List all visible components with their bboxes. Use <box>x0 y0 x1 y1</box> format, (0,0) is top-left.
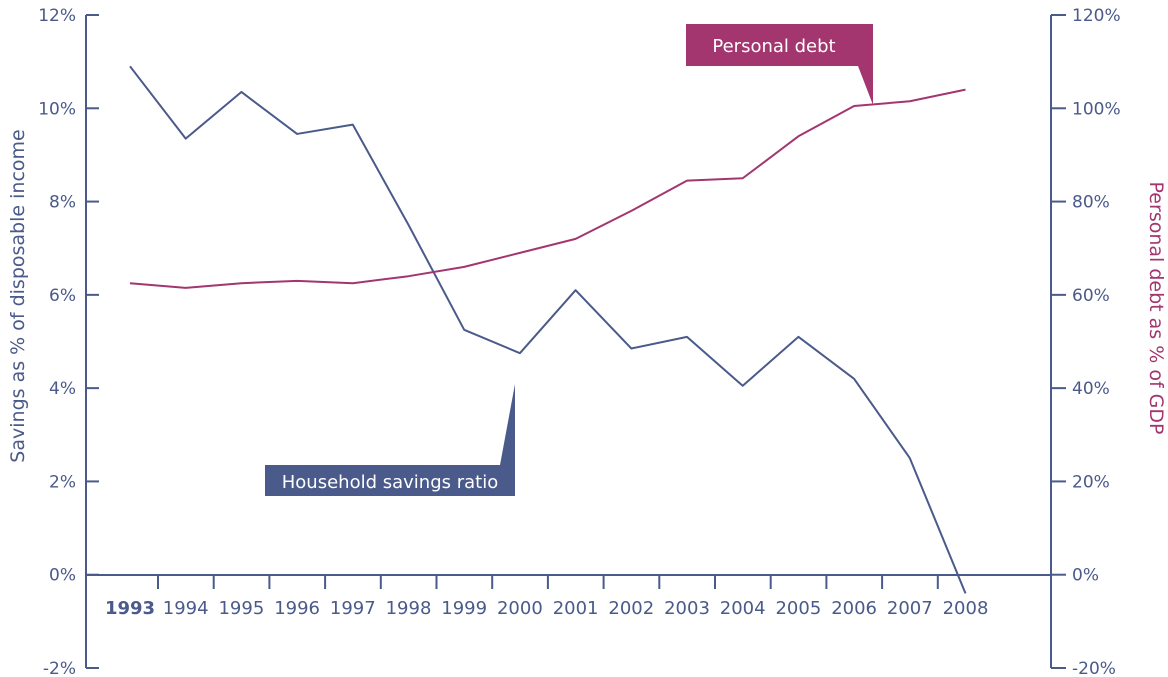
left-axis-ticks: 12% 10% 8% 6% 4% 2% 0% -2% <box>38 6 99 677</box>
left-tick-label: 0% <box>49 566 76 586</box>
x-tick-label: 1995 <box>218 598 264 619</box>
x-tick-label: 2004 <box>720 598 766 619</box>
x-axis-ticks: 1993 1994 1995 1996 1997 1998 1999 2000 2001 2002… <box>105 575 988 619</box>
x-tick-label: 2006 <box>831 598 877 619</box>
left-tick-label: 6% <box>49 286 76 306</box>
left-tick-label: 10% <box>38 99 76 119</box>
left-tick-label: 4% <box>49 379 76 399</box>
personal-debt-callout: Personal debt <box>686 24 873 105</box>
x-tick-label: 2007 <box>887 598 933 619</box>
personal-debt-line <box>129 88 966 289</box>
right-tick-label: 100% <box>1072 99 1121 119</box>
x-tick-label: 2001 <box>553 598 599 619</box>
x-tick-label: 2003 <box>664 598 710 619</box>
series-layer <box>129 65 967 594</box>
x-tick-label: 1999 <box>441 598 487 619</box>
right-axis-ticks: 120% 100% 80% 60% 40% 20% 0% -20% <box>1051 6 1121 677</box>
x-tick-label: 2002 <box>608 598 654 619</box>
right-tick-label: 80% <box>1072 193 1110 213</box>
x-tick-label: 1998 <box>386 598 432 619</box>
savings-callout-box <box>265 384 515 496</box>
right-tick-label: 60% <box>1072 286 1110 306</box>
x-tick-label: 1996 <box>274 598 320 619</box>
left-tick-label: 12% <box>38 6 76 26</box>
right-tick-label: -20% <box>1072 659 1116 677</box>
right-tick-label: 0% <box>1072 566 1099 586</box>
x-tick-label: 2005 <box>775 598 821 619</box>
left-tick-label: 2% <box>49 472 76 492</box>
right-tick-label: 20% <box>1072 472 1110 492</box>
right-axis-title: Personal debt as % of GDP <box>1145 182 1167 435</box>
left-axis-title: Savings as % of disposable income <box>7 129 29 462</box>
x-tick-label: 2008 <box>943 598 989 619</box>
x-tick-label: 1994 <box>163 598 209 619</box>
savings-ratio-line <box>129 65 967 594</box>
personal-debt-callout-box <box>686 24 873 105</box>
savings-callout-label: Household savings ratio <box>282 472 498 493</box>
left-tick-label: -2% <box>43 659 76 677</box>
x-tick-label: 1993 <box>105 598 155 619</box>
savings-callout: Household savings ratio <box>265 384 515 496</box>
right-tick-label: 120% <box>1072 6 1121 26</box>
left-tick-label: 8% <box>49 193 76 213</box>
personal-debt-callout-label: Personal debt <box>712 36 835 57</box>
right-tick-label: 40% <box>1072 379 1110 399</box>
x-tick-label: 1997 <box>330 598 376 619</box>
x-tick-label: 2000 <box>497 598 543 619</box>
